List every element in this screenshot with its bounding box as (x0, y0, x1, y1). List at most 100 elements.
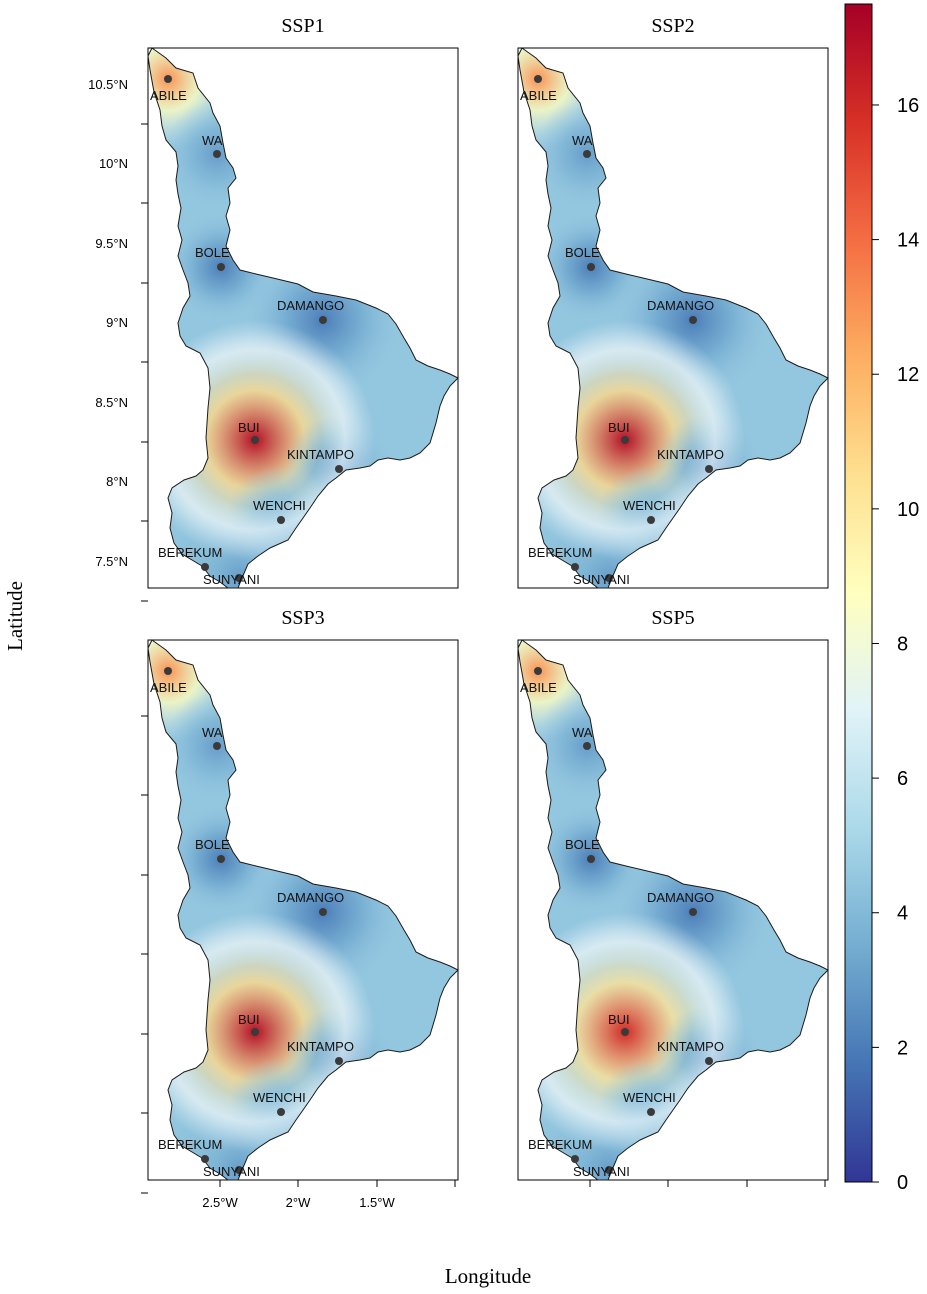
colorbar-tick-label: 12 (897, 364, 919, 386)
region-outline (517, 639, 829, 1181)
region-outline (517, 47, 829, 589)
city-marker (217, 263, 225, 271)
city-label: KINTAMPO (657, 1039, 724, 1054)
city-label: BUI (238, 420, 260, 435)
city-marker (217, 855, 225, 863)
city-label: SUNYANI (573, 1164, 630, 1179)
city-marker (277, 1108, 285, 1116)
city-marker (587, 263, 595, 271)
colorbar-ticks: 0 2 4 6 8 10 12 14 16 (872, 95, 919, 1194)
panel-frame (147, 47, 459, 589)
panel-ssp2: ABILE WA BOLE DAMANGO BUI KINTAMPO WENCHI BEREK… (517, 47, 829, 589)
tick-marks (141, 123, 826, 1194)
panel-ssp1: ABILE WA BOLE DAMANGO BUI KINTAMPO WENCHI BEREK… (147, 47, 459, 589)
colorbar-tick-label: 14 (897, 230, 919, 252)
region-outline (147, 639, 459, 1181)
city-label: ABILE (520, 680, 557, 695)
city-marker (605, 574, 613, 582)
lat-tick-label: 10°N (99, 156, 128, 171)
city-marker (621, 436, 629, 444)
city-label: BUI (608, 1012, 630, 1027)
city-label: KINTAMPO (287, 447, 354, 462)
city-markers-ssp2: ABILE WA BOLE DAMANGO BUI KINTAMPO WENCHI BEREK… (520, 75, 724, 587)
lon-tick-label: 1.5°W (359, 1195, 395, 1210)
city-label: BEREKUM (158, 1137, 222, 1152)
city-marker (251, 436, 259, 444)
city-marker (605, 1166, 613, 1174)
city-label: ABILE (520, 88, 557, 103)
city-label: KINTAMPO (657, 447, 724, 462)
panel-title-ssp3: SSP3 (281, 607, 324, 629)
colorbar-gradient (844, 3, 873, 1183)
city-marker (534, 667, 542, 675)
city-marker (164, 75, 172, 83)
city-marker (213, 742, 221, 750)
city-marker (689, 316, 697, 324)
city-label: DAMANGO (277, 298, 344, 313)
city-markers-ssp3: ABILE WA BOLE DAMANGO BUI KINTAMPO WENCHI BEREK… (150, 667, 354, 1179)
city-marker (705, 1057, 713, 1065)
city-marker (201, 1155, 209, 1163)
city-marker (621, 1028, 629, 1036)
latitude-axis: 10.5°N 10°N 9.5°N 9°N 8.5°N 8°N 7.5°N (88, 77, 128, 569)
city-marker (534, 75, 542, 83)
city-marker (705, 465, 713, 473)
city-marker (571, 563, 579, 571)
city-marker (213, 150, 221, 158)
city-marker (235, 1166, 243, 1174)
city-marker (583, 150, 591, 158)
city-marker (647, 1108, 655, 1116)
longitude-axis: 2.5°W 2°W 1.5°W (202, 1195, 395, 1210)
panel-frame (147, 639, 459, 1181)
city-label: SUNYANI (203, 572, 260, 587)
colorbar-tick-label: 0 (897, 1172, 908, 1194)
colorbar-tick-label: 10 (897, 499, 919, 521)
city-marker (587, 855, 595, 863)
lat-tick-label: 7.5°N (95, 554, 128, 569)
panel-frame (517, 47, 829, 589)
city-label: ABILE (150, 88, 187, 103)
city-label: SUNYANI (203, 1164, 260, 1179)
region-outline (147, 47, 459, 589)
city-label: WA (202, 133, 223, 148)
colorbar-tick-label: 4 (897, 903, 908, 925)
city-label: BEREKUM (158, 545, 222, 560)
city-marker (335, 465, 343, 473)
city-label: BUI (238, 1012, 260, 1027)
city-label: BOLE (565, 245, 600, 260)
city-label: DAMANGO (647, 298, 714, 313)
colorbar-tick-label: 2 (897, 1037, 908, 1059)
colorbar-tick-label: 8 (897, 633, 908, 655)
city-label: WENCHI (253, 1090, 306, 1105)
panel-title-ssp5: SSP5 (651, 607, 694, 629)
lat-tick-label: 10.5°N (88, 77, 128, 92)
city-label: BEREKUM (528, 545, 592, 560)
city-label: WENCHI (253, 498, 306, 513)
colorbar-tick-label: 16 (897, 95, 919, 117)
city-marker (689, 908, 697, 916)
lon-tick-label: 2.5°W (202, 1195, 238, 1210)
lon-tick-label: 2°W (286, 1195, 311, 1210)
city-label: DAMANGO (277, 890, 344, 905)
city-label: BEREKUM (528, 1137, 592, 1152)
city-label: KINTAMPO (287, 1039, 354, 1054)
city-label: BOLE (565, 837, 600, 852)
city-label: WA (572, 725, 593, 740)
city-marker (319, 316, 327, 324)
city-marker (583, 742, 591, 750)
panel-ssp3: ABILE WA BOLE DAMANGO BUI KINTAMPO WENCHI BEREK… (147, 639, 459, 1181)
y-axis-title: Latitude (3, 581, 27, 651)
city-label: WENCHI (623, 498, 676, 513)
colorbar-tick-label: 6 (897, 768, 908, 790)
city-marker (335, 1057, 343, 1065)
city-label: WENCHI (623, 1090, 676, 1105)
city-marker (235, 574, 243, 582)
lat-tick-label: 8.5°N (95, 395, 128, 410)
panel-ssp5: ABILE WA BOLE DAMANGO BUI KINTAMPO WENCHI BEREK… (517, 639, 829, 1181)
city-markers-ssp5: ABILE WA BOLE DAMANGO BUI KINTAMPO WENCHI BEREK… (520, 667, 724, 1179)
city-label: BOLE (195, 837, 230, 852)
lat-tick-label: 9°N (106, 315, 128, 330)
city-marker (571, 1155, 579, 1163)
lat-tick-label: 8°N (106, 474, 128, 489)
